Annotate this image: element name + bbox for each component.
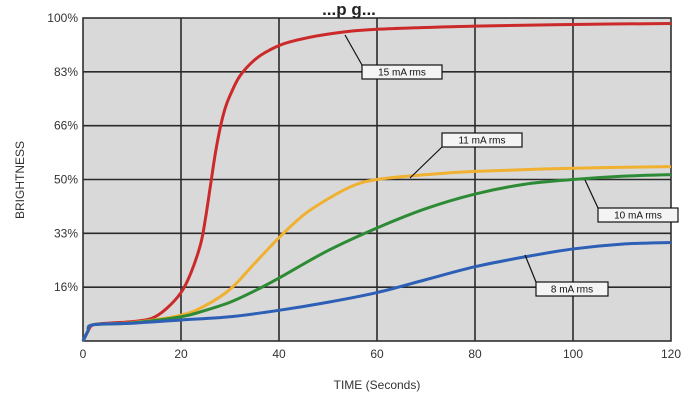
callout-box [361,64,443,80]
series-line-8-ma-rms [81,240,672,342]
x-tick-label: 80 [468,347,482,361]
x-tick-label: 40 [272,347,286,361]
callout-label: 15 mA rms [344,34,443,80]
callout-text: 8 mA rms [551,285,593,296]
callout-text: 10 mA rms [614,211,662,222]
callout-label: 11 mA rms [409,132,523,179]
callout-leader [344,34,363,66]
callout-leader [409,146,443,179]
callout-label: 10 mA rms [584,179,679,223]
callout-box [597,207,679,223]
callout-leader [584,179,599,209]
y-tick-label: 83% [54,65,78,79]
series-lines [81,21,672,342]
y-tick-label: 50% [54,173,78,187]
callout-box [441,132,523,148]
callout-leader [524,254,537,283]
series-callouts: 15 mA rms 11 mA rms 10 mA rms 8 mA rms [344,34,679,297]
x-tick-label: 20 [174,347,188,361]
y-tick-label: 16% [54,280,78,294]
x-tick-label: 60 [370,347,384,361]
x-tick-labels: 0 20 40 60 80 100 120 [80,347,682,361]
x-tick-label: 120 [661,347,681,361]
y-tick-label: 100% [47,11,78,25]
y-axis-title: BRIGHTNESS [13,141,27,219]
x-axis-title: TIME (Seconds) [334,378,421,392]
x-tick-label: 0 [80,347,87,361]
y-tick-label: 33% [54,226,78,240]
y-tick-label: 66% [54,119,78,133]
y-tick-labels: 16% 33% 50% 66% 83% 100% [47,11,78,294]
callout-label: 8 mA rms [524,254,609,297]
x-tick-label: 100 [563,347,583,361]
callout-text: 11 mA rms [458,136,505,147]
callout-text: 15 mA rms [378,68,426,79]
chart-title: ...p g... [322,0,376,19]
callout-box [535,281,609,297]
